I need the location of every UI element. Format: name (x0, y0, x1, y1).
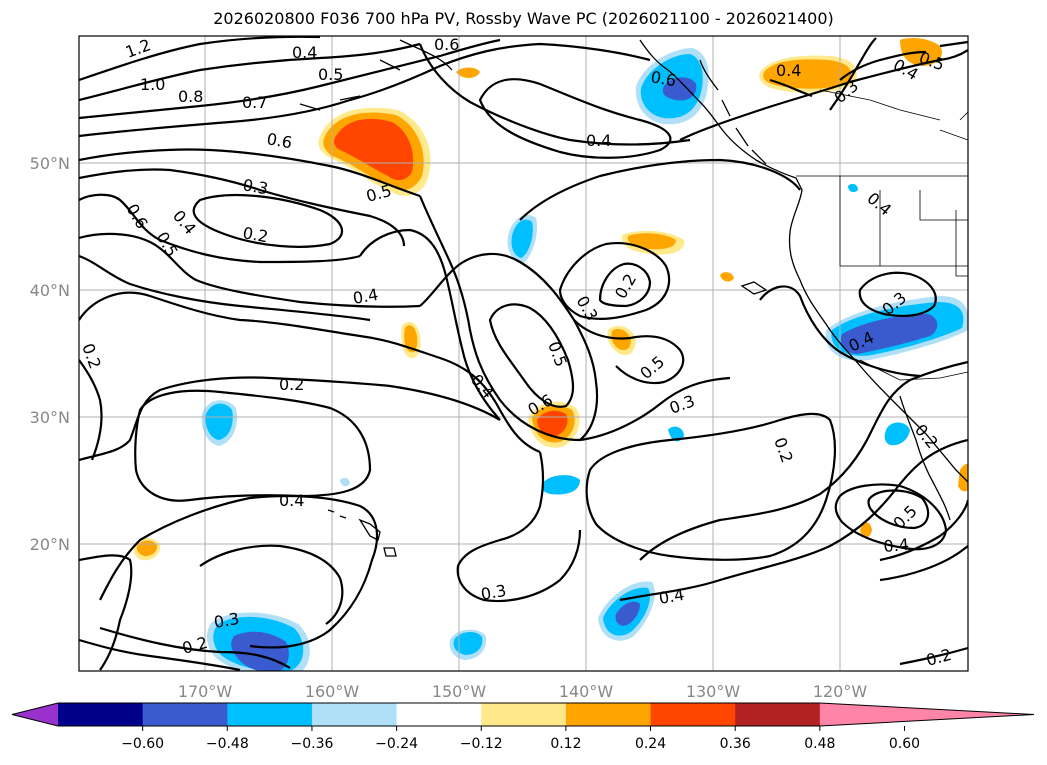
colorbar-tick-label: 0.24 (635, 736, 666, 752)
colorbar-extend-low (12, 703, 58, 726)
lon-label-170w: 170°W (178, 682, 233, 701)
lon-label-120w: 120°W (813, 682, 868, 701)
contour-label: 0.4 (657, 585, 685, 608)
contour-label: 0.4 (292, 43, 317, 62)
contour-label: 0.2 (279, 375, 304, 394)
colorbar-outline (11, 702, 1035, 727)
colorbar-segment (58, 703, 144, 726)
colorbar-segment (396, 703, 482, 726)
colorbar-tick-label: −0.36 (290, 736, 333, 752)
colorbar-segment (142, 703, 228, 726)
lon-label-140w: 140°W (559, 682, 614, 701)
colorbar-tick-label: 0.48 (804, 736, 835, 752)
colorbar-tick-label: −0.60 (121, 736, 164, 752)
contour-label: 0.4 (776, 61, 801, 80)
contour-label: 0.4 (883, 535, 910, 556)
colorbar: −0.60 −0.48 −0.36 −0.24 −0.12 0.12 0.24 0.36 0.4… (11, 702, 1035, 752)
colorbar-tick-label: −0.24 (375, 736, 418, 752)
graticule (79, 36, 968, 671)
contour-label: 0.3 (241, 175, 269, 198)
contour-label: 0.4 (279, 491, 304, 510)
pv-contours (79, 36, 968, 671)
map-area (79, 36, 968, 671)
colorbar-segment (650, 703, 736, 726)
colorbar-extend-high (819, 703, 1034, 726)
colorbar-segment (311, 703, 398, 726)
contour-label: 0.6 (649, 67, 677, 90)
contour-label: 0.5 (318, 65, 343, 84)
colorbar-tick-label: −0.48 (206, 736, 249, 752)
colorbar-segment (565, 703, 652, 726)
lat-label-20: 20°N (30, 535, 70, 554)
negative-anomaly-shading (201, 48, 968, 671)
coastlines (299, 39, 968, 557)
colorbar-segment (735, 703, 821, 726)
contour-label: 0.3 (212, 609, 240, 632)
lat-label-30: 30°N (30, 408, 70, 427)
contour-label: 0.3 (479, 581, 507, 604)
contour-label: 0.4 (351, 285, 379, 308)
longitude-labels: 170°W 160°W 150°W 140°W 130°W 120°W (178, 682, 868, 701)
contour-label: 0.6 (434, 35, 459, 54)
colorbar-segment (227, 703, 313, 726)
colorbar-segment (481, 703, 567, 726)
contour-label: 0.7 (242, 93, 267, 112)
lat-label-40: 40°N (30, 281, 70, 300)
colorbar-tick-label: 0.60 (889, 736, 920, 752)
latitude-labels: 50°N 40°N 30°N 20°N (30, 154, 70, 554)
lon-label-160w: 160°W (305, 682, 360, 701)
colorbar-tick-label: 0.36 (720, 736, 751, 752)
figure-title: 2026020800 F036 700 hPa PV, Rossby Wave … (213, 9, 834, 28)
contour-label: 0.2 (241, 223, 269, 246)
lon-label-150w: 150°W (432, 682, 487, 701)
contour-label: 1.0 (140, 75, 165, 94)
contour-label: 0.8 (178, 87, 203, 106)
lon-label-130w: 130°W (686, 682, 741, 701)
contour-label: 0.4 (586, 131, 611, 150)
colorbar-tick-label: −0.12 (460, 736, 503, 752)
map-frame (78, 35, 969, 672)
lat-label-50: 50°N (30, 154, 70, 173)
colorbar-tick-label: 0.12 (550, 736, 581, 752)
contour-label: 0.6 (265, 129, 293, 152)
